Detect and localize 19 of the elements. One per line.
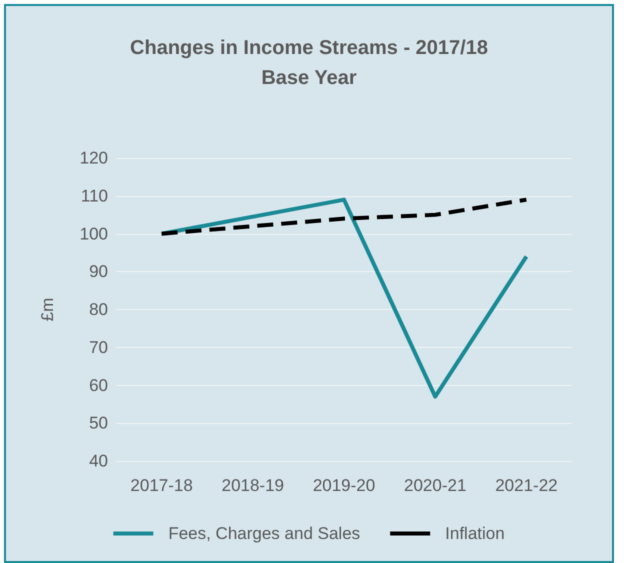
x-tick-label: 2021-22 xyxy=(495,476,558,495)
line-series xyxy=(160,198,528,236)
x-tick-label: 2017-18 xyxy=(130,476,193,495)
y-tick-label: 110 xyxy=(80,186,108,206)
y-axis-title: £m xyxy=(38,298,57,322)
y-tick-label: 90 xyxy=(89,262,108,282)
x-tick-label: 2019-20 xyxy=(312,476,376,495)
y-tick-label: 80 xyxy=(89,300,108,319)
y-tick-label: 70 xyxy=(89,338,108,357)
y-tick-label: 120 xyxy=(80,148,108,168)
x-tick-label: 2020-21 xyxy=(404,476,466,495)
y-tick-label: 50 xyxy=(89,414,108,433)
y-tick-label: 100 xyxy=(80,224,108,244)
y-tick-label: 60 xyxy=(89,376,108,395)
x-tick-label: 2018-19 xyxy=(222,476,284,495)
y-tick-label: 40 xyxy=(89,452,108,470)
chart-title: Changes in Income Streams - 2017/18 Base Year xyxy=(130,37,488,89)
legend-label: Inflation xyxy=(445,524,505,543)
legend-label: Fees, Charges and Sales xyxy=(168,524,360,543)
